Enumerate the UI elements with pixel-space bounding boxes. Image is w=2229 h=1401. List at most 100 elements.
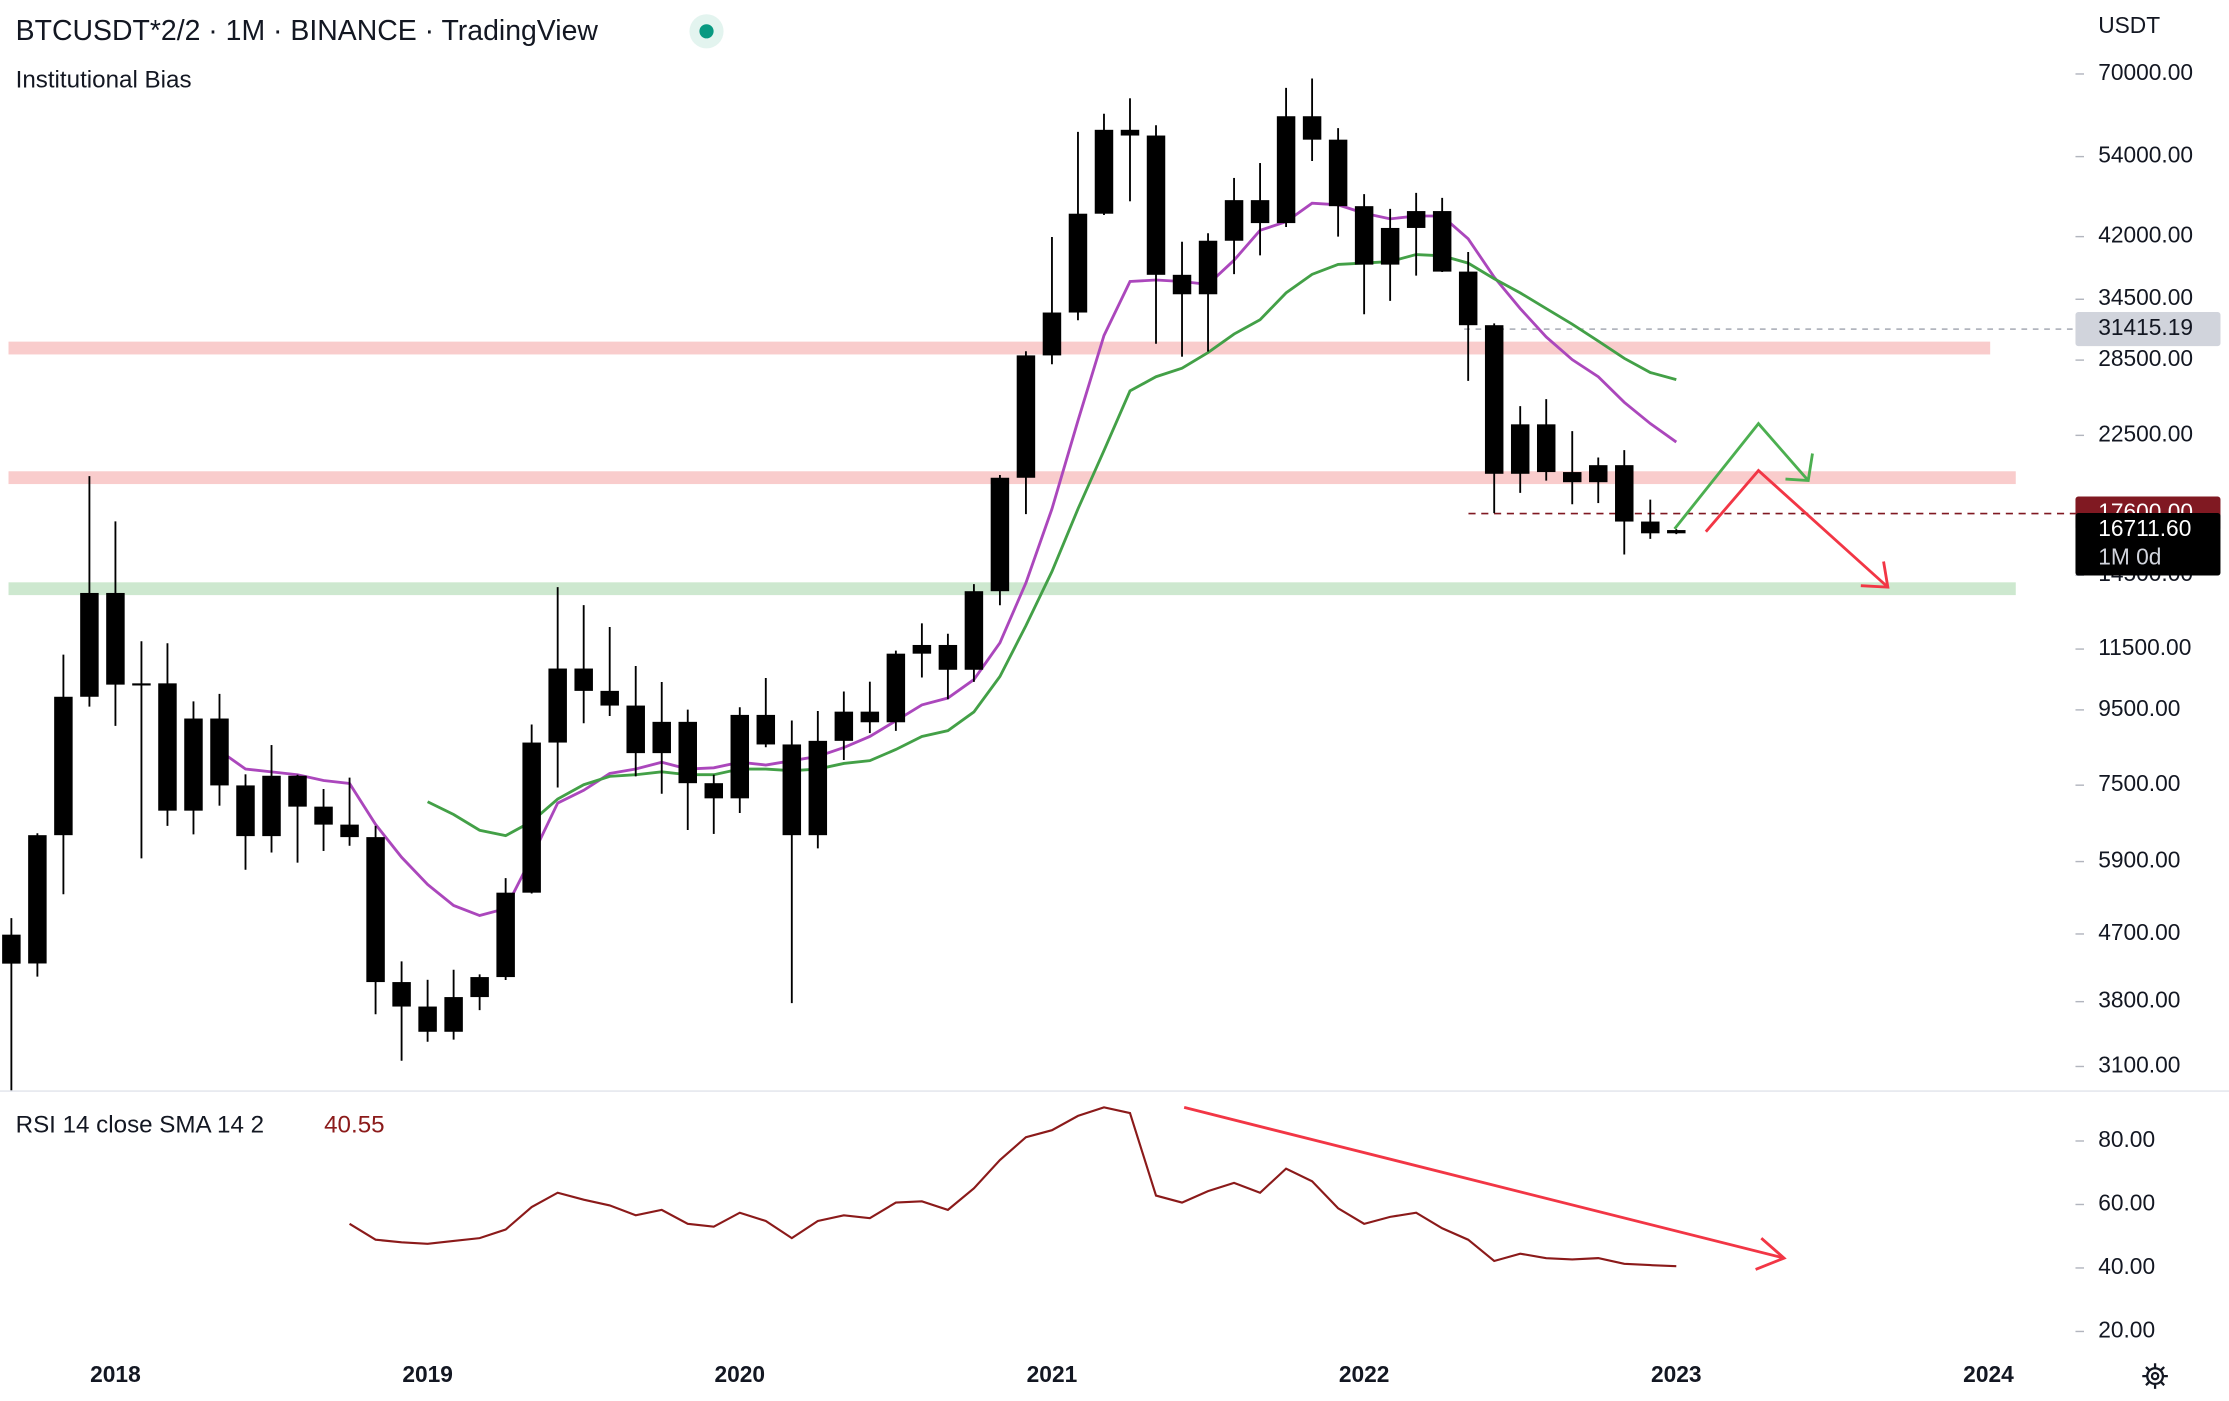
candle-body xyxy=(1380,227,1400,265)
candle-body xyxy=(1172,274,1192,295)
rsi-value: 40.55 xyxy=(324,1111,384,1138)
candle-body xyxy=(444,997,463,1032)
candle-body xyxy=(1406,211,1426,228)
candle-body xyxy=(80,592,99,697)
y-tick-label: 9500.00 xyxy=(2098,695,2180,721)
candle-body xyxy=(470,977,489,998)
y-tick-label: 34500.00 xyxy=(2098,284,2193,310)
candle-body xyxy=(782,744,802,836)
candle-body xyxy=(678,721,697,784)
candle-body xyxy=(1432,211,1452,272)
x-tick-label: 2019 xyxy=(402,1361,453,1387)
y-tick-label: 54000.00 xyxy=(2098,142,2193,168)
candle-body xyxy=(132,683,151,686)
candle-body xyxy=(366,837,385,983)
candle-body xyxy=(756,714,776,745)
y-tick-label: 4700.00 xyxy=(2098,919,2180,945)
zone xyxy=(8,471,2016,485)
y-tick-label: 42000.00 xyxy=(2098,222,2193,248)
moving-average xyxy=(218,201,1678,918)
candle-body xyxy=(496,892,515,978)
rsi-arrowhead xyxy=(1755,1237,1787,1271)
candle-body xyxy=(54,696,73,836)
candle-body xyxy=(2,934,21,964)
zone xyxy=(8,341,1991,355)
candle-body xyxy=(600,690,619,706)
green-arrow xyxy=(1673,421,1810,530)
candle-body xyxy=(1458,271,1478,326)
y-tick-label: 60.00 xyxy=(2098,1189,2155,1215)
candle-body xyxy=(704,783,724,799)
candle-body xyxy=(210,718,229,786)
y-tick-label: 20.00 xyxy=(2098,1316,2155,1342)
candle-body xyxy=(1120,129,1140,136)
candle-body xyxy=(1641,521,1660,534)
y-tick-label: 3800.00 xyxy=(2098,987,2180,1013)
candle-body xyxy=(522,742,541,893)
candle-body xyxy=(938,644,958,670)
x-tick-label: 2022 xyxy=(1339,1361,1390,1387)
y-tick-label: 22500.00 xyxy=(2098,420,2193,446)
candle-body xyxy=(990,477,1010,592)
candle-body xyxy=(1615,465,1634,522)
candle-body xyxy=(1016,355,1036,478)
candle-body xyxy=(1667,530,1686,534)
candle-body xyxy=(288,775,307,807)
candle-body xyxy=(652,721,671,754)
zones xyxy=(8,341,2016,596)
candle-body xyxy=(1224,200,1244,241)
candle-body xyxy=(28,835,47,964)
candle-body xyxy=(548,668,567,743)
candle-body xyxy=(1198,240,1218,295)
y-tick-label: 5900.00 xyxy=(2098,847,2180,873)
zone xyxy=(8,582,2016,596)
price-label: 16711.60 xyxy=(2098,515,2191,541)
candle-body xyxy=(314,806,333,825)
y-tick-label: 70000.00 xyxy=(2098,59,2193,85)
candle-body xyxy=(158,683,177,811)
x-tick-label: 2023 xyxy=(1651,1361,1702,1387)
candle-body xyxy=(392,982,411,1007)
x-tick-label: 2024 xyxy=(1963,1361,2014,1387)
rsi-trend-arrow xyxy=(1183,1106,1785,1260)
candle-body xyxy=(1510,424,1530,474)
red-arrow xyxy=(1704,468,1889,589)
axes: 70000.00 54000.00 42000.00 34500.00 28500.00… xyxy=(90,59,2221,1387)
candle-body xyxy=(574,668,593,691)
candle-body xyxy=(1094,129,1114,214)
candle-body xyxy=(1354,206,1374,265)
y-tick-label: 28500.00 xyxy=(2098,345,2193,371)
price-label: 31415.19 xyxy=(2098,314,2193,340)
candle-body xyxy=(886,653,906,723)
candle-body xyxy=(1068,213,1088,313)
x-tick-label: 2020 xyxy=(714,1361,765,1387)
rsi-title: RSI 14 close SMA 14 2 xyxy=(16,1111,264,1138)
price-label-box xyxy=(2075,513,2221,576)
y-label: USDT xyxy=(2098,12,2160,38)
candle-body xyxy=(236,785,255,837)
candle-body xyxy=(834,711,854,741)
candle-body xyxy=(106,592,125,685)
candles xyxy=(2,78,1686,1091)
red-arrowhead xyxy=(1860,561,1890,589)
candle-body xyxy=(262,775,281,837)
rsi-line xyxy=(349,1106,1677,1268)
candle-body xyxy=(1589,465,1608,483)
price-label-countdown: 1M 0d xyxy=(2098,543,2161,569)
candle-body xyxy=(1484,325,1504,474)
candle-body xyxy=(626,705,645,754)
candle-body xyxy=(1146,135,1166,275)
chart-title: BTCUSDT*2/2 · 1M · BINANCE · TradingView xyxy=(16,15,599,47)
candle-body xyxy=(418,1006,437,1032)
candle-body xyxy=(912,644,932,654)
price-lines xyxy=(1464,328,2076,515)
candle-body xyxy=(1563,472,1582,483)
y-tick-label: 40.00 xyxy=(2098,1253,2155,1279)
candle-body xyxy=(730,714,750,799)
x-tick-label: 2021 xyxy=(1027,1361,1078,1387)
overlays xyxy=(218,201,1678,918)
settings-icon[interactable] xyxy=(2142,1363,2168,1389)
